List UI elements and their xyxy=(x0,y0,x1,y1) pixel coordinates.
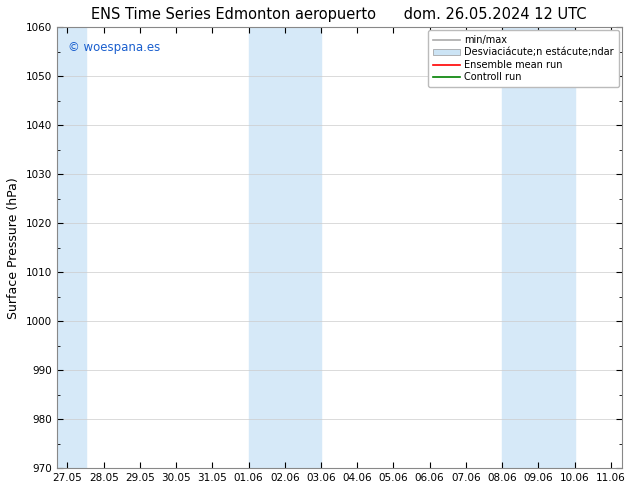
Y-axis label: Surface Pressure (hPa): Surface Pressure (hPa) xyxy=(7,177,20,318)
Text: © woespana.es: © woespana.es xyxy=(68,41,160,53)
Bar xyxy=(502,27,574,468)
Bar xyxy=(56,27,86,468)
Bar xyxy=(249,27,321,468)
Legend: min/max, Desviaciácute;n estácute;ndar, Ensemble mean run, Controll run: min/max, Desviaciácute;n estácute;ndar, … xyxy=(428,30,619,87)
Title: ENS Time Series Edmonton aeropuerto      dom. 26.05.2024 12 UTC: ENS Time Series Edmonton aeropuerto dom.… xyxy=(91,7,587,22)
